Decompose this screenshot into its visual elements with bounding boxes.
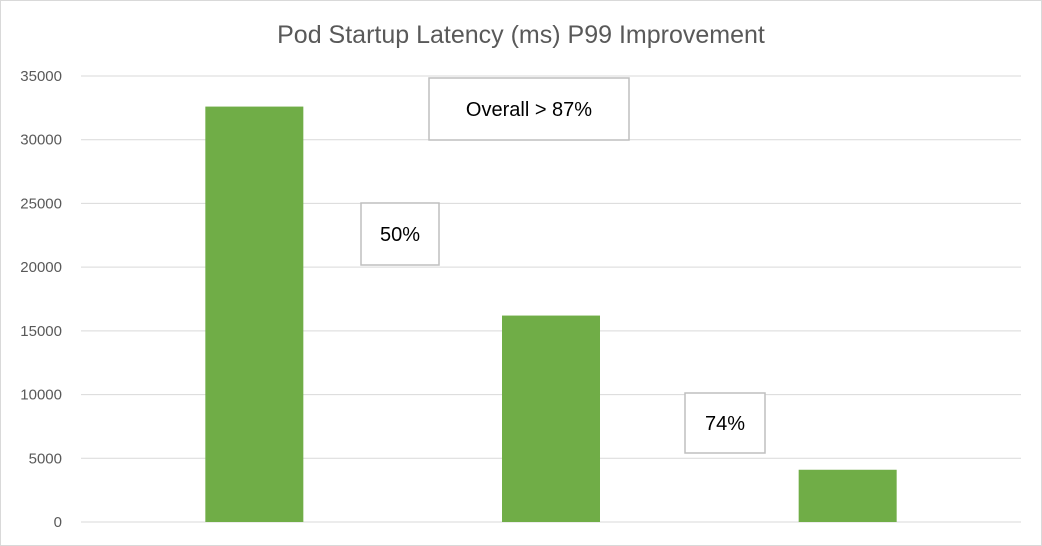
annotation-1: Overall > 87% (428, 77, 630, 141)
y-axis-tick-labels: 0 5000 10000 15000 20000 25000 30000 35000 (20, 68, 62, 531)
y-tick-label: 35000 (20, 68, 62, 85)
y-tick-label: 25000 (20, 195, 62, 212)
annotation-box (428, 77, 630, 141)
y-tick-label: 20000 (20, 259, 62, 276)
annotation-2: 50% (360, 202, 440, 266)
chart-title: Pod Startup Latency (ms) P99 Improvement (277, 21, 765, 49)
y-tick-label: 15000 (20, 323, 62, 340)
bars (205, 106, 897, 522)
y-tick-label: 30000 (20, 132, 62, 149)
y-tick-label: 0 (54, 514, 62, 531)
annotation-label: 50% (380, 224, 420, 246)
annotation-box (684, 392, 766, 454)
annotation-3: 74% (684, 392, 766, 454)
bar-3 (798, 469, 897, 522)
bar-1 (205, 106, 304, 522)
annotation-label: 74% (705, 413, 745, 435)
annotation-label: Overall > 87% (466, 99, 592, 121)
annotation-box (360, 202, 440, 266)
annotations: Overall > 87% 50% 74% (360, 77, 766, 454)
y-tick-label: 10000 (20, 387, 62, 404)
bar-2 (502, 315, 600, 522)
y-tick-label: 5000 (29, 450, 62, 467)
